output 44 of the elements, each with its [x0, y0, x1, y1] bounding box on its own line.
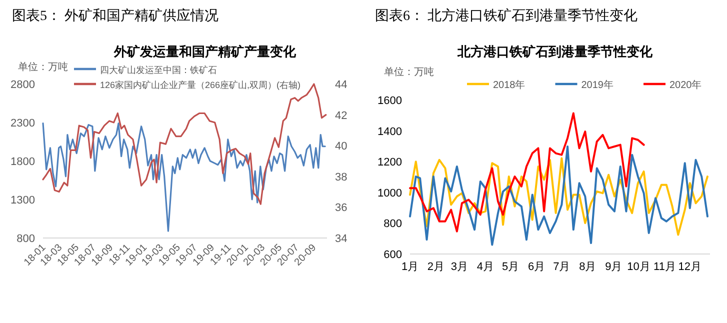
text: 图表6： 北方港口铁矿石到港量季节性变化 — [375, 8, 638, 24]
text: 单位：万吨 — [18, 61, 68, 73]
legend-item: 2020年 — [644, 80, 702, 91]
x-tick-label: 5月 — [502, 261, 520, 273]
y-tick-label: 1300 — [10, 194, 35, 206]
y-tick-label: 600 — [384, 249, 402, 261]
y2-tick-label: 44 — [335, 79, 348, 91]
x-tick-label: 4月 — [476, 261, 494, 273]
x-tick-label: 11月 — [654, 261, 676, 273]
chart-title: 外矿发运量和国产精矿产量变化 — [113, 44, 297, 59]
x-tick-label: 1月 — [401, 261, 419, 273]
text: 图表5： 外矿和国产精矿供应情况 — [12, 8, 218, 24]
x-tick-label: 2月 — [427, 261, 445, 273]
legend-label: 2018年 — [493, 79, 526, 91]
y-tick-label: 1600 — [378, 95, 402, 107]
x-tick-label: 10月 — [627, 261, 650, 273]
y-tick-label: 800 — [384, 218, 402, 230]
x-tick-label: 12月 — [678, 261, 702, 273]
legend-label: 四大矿山发运至中国：铁矿石 — [100, 65, 217, 75]
legend-item: 四大矿山发运至中国：铁矿石 — [74, 65, 217, 75]
legend-label: 2019年 — [581, 79, 614, 91]
y-tick-label: 2300 — [10, 118, 35, 130]
y-tick-label: 1000 — [378, 187, 402, 200]
legend-item: 2019年 — [555, 80, 614, 91]
chart-title: 北方港口铁矿石到港量季节性变化 — [456, 44, 654, 59]
legend-item: 126家国内矿山企业产量（266座矿山,双周）(右轴) — [74, 80, 301, 90]
x-tick-label: 6月 — [528, 261, 546, 273]
legend-label: 2020年 — [670, 79, 702, 91]
y2-tick-label: 36 — [335, 202, 348, 214]
y2-tick-label: 38 — [335, 171, 348, 184]
x-tick-label: 3月 — [450, 261, 468, 273]
y-tick-label: 2800 — [10, 79, 35, 91]
legend-item: 2018年 — [467, 80, 526, 91]
y-tick-label: 1400 — [378, 126, 402, 138]
y2-tick-label: 42 — [335, 110, 348, 122]
x-tick-label: 9月 — [605, 261, 622, 273]
y2-tick-label: 34 — [335, 233, 348, 245]
y-tick-label: 800 — [16, 233, 35, 245]
text: 单位：万吨 — [384, 66, 434, 78]
y2-tick-label: 40 — [335, 140, 348, 153]
x-tick-label: 7月 — [553, 261, 570, 273]
y-tick-label: 1800 — [10, 156, 35, 168]
x-tick-label: 8月 — [579, 261, 596, 273]
y-tick-label: 1200 — [378, 156, 402, 169]
